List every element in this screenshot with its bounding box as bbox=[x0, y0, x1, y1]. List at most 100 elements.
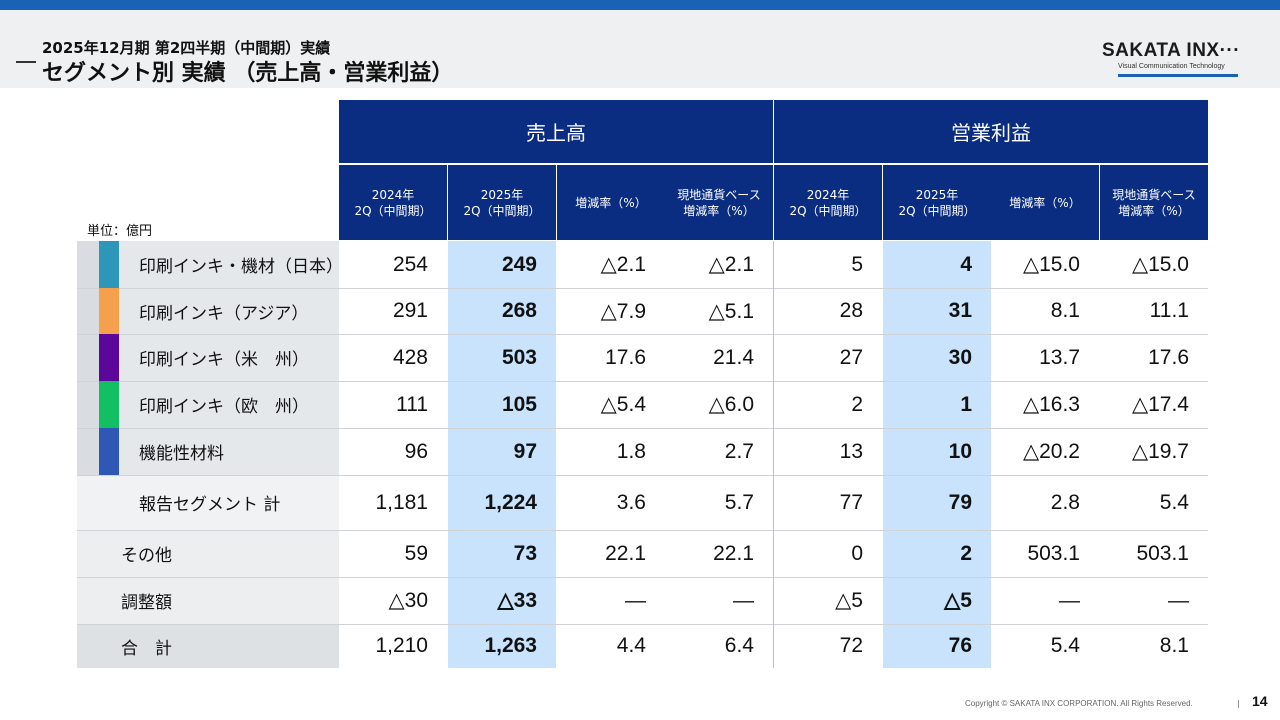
column-header: 現地通貨ベース 増減率（%） bbox=[665, 165, 773, 240]
table-cell: 503 bbox=[501, 345, 537, 369]
table-cell: 5.4 bbox=[1050, 634, 1080, 657]
table-cell: 27 bbox=[839, 345, 863, 369]
column-header: 2024年 2Q（中間期） bbox=[774, 165, 882, 240]
row-label: 印刷インキ（アジア） bbox=[139, 303, 309, 324]
footer-separator: | bbox=[1237, 699, 1240, 708]
table-cell: 76 bbox=[948, 634, 972, 657]
segment-color-swatch bbox=[99, 428, 119, 475]
row-label: 機能性材料 bbox=[139, 444, 224, 464]
column-header: 2024年 2Q（中間期） bbox=[339, 165, 447, 240]
row-divider bbox=[77, 624, 1208, 625]
table-cell: 73 bbox=[513, 541, 537, 565]
table-cell: 13 bbox=[839, 439, 863, 463]
table-cell: △5 bbox=[944, 589, 972, 612]
unit-label: 単位：億円 bbox=[87, 224, 153, 239]
row-label: その他 bbox=[121, 546, 172, 566]
row-label-background bbox=[77, 381, 339, 428]
table-cell: 1,263 bbox=[484, 634, 537, 657]
table-cell: 59 bbox=[404, 541, 428, 565]
table-cell: 5.4 bbox=[1159, 490, 1189, 514]
segment-color-swatch bbox=[99, 241, 119, 288]
group-divider bbox=[773, 241, 774, 668]
table-cell: — bbox=[733, 588, 754, 612]
group-header: 営業利益 bbox=[774, 100, 1208, 163]
column-header: 増減率（%） bbox=[557, 165, 665, 240]
table-cell: 291 bbox=[392, 299, 428, 322]
row-label-background bbox=[77, 334, 339, 381]
table-cell: 30 bbox=[948, 345, 972, 369]
table-cell: 8.1 bbox=[1159, 634, 1189, 657]
table-cell: △7.9 bbox=[600, 299, 646, 323]
logo-ellipsis-icon: ··· bbox=[1219, 40, 1241, 61]
row-label: 印刷インキ・機材（日本） bbox=[139, 257, 343, 277]
table-cell: 5 bbox=[851, 252, 863, 276]
table-cell: △15.0 bbox=[1022, 253, 1080, 276]
table-cell: 1,224 bbox=[484, 490, 537, 514]
table-cell: 268 bbox=[501, 299, 537, 322]
logo-text: SAKATA INX bbox=[1102, 40, 1220, 61]
row-divider bbox=[77, 428, 1208, 429]
table-cell: △5.4 bbox=[600, 393, 646, 416]
row-divider bbox=[77, 334, 1208, 335]
table-cell: △5 bbox=[835, 589, 863, 612]
row-label-background bbox=[77, 288, 339, 334]
table-cell: △33 bbox=[497, 589, 537, 612]
table-cell: — bbox=[1059, 588, 1080, 612]
table-cell: 0 bbox=[851, 541, 863, 565]
page-title: セグメント別 実績 （売上高・営業利益） bbox=[42, 61, 454, 86]
table-cell: △15.0 bbox=[1131, 253, 1189, 276]
table-cell: 8.1 bbox=[1050, 299, 1080, 322]
table-cell: 2 bbox=[851, 392, 863, 416]
table-cell: 503.1 bbox=[1027, 541, 1080, 565]
row-label: 印刷インキ（欧 州） bbox=[139, 397, 309, 417]
column-header: 2025年 2Q（中間期） bbox=[883, 165, 991, 240]
table-cell: 28 bbox=[839, 299, 863, 322]
table-cell: △17.4 bbox=[1131, 393, 1189, 416]
page-number: 14 bbox=[1252, 693, 1268, 709]
table-cell: 79 bbox=[948, 490, 972, 514]
row-label: 印刷インキ（米 州） bbox=[139, 350, 309, 370]
row-label: 合 計 bbox=[121, 638, 172, 659]
table-cell: 21.4 bbox=[713, 345, 754, 369]
row-divider bbox=[77, 577, 1208, 578]
table-cell: 17.6 bbox=[1148, 345, 1189, 369]
segment-color-swatch bbox=[99, 334, 119, 381]
segment-color-swatch bbox=[99, 288, 119, 334]
row-label-background bbox=[77, 530, 339, 577]
table-cell: 105 bbox=[501, 392, 537, 416]
table-cell: △20.2 bbox=[1022, 440, 1080, 463]
table-cell: 2 bbox=[960, 541, 972, 565]
current-period-highlight bbox=[883, 241, 991, 668]
table-cell: △16.3 bbox=[1022, 393, 1080, 416]
table-cell: 11.1 bbox=[1149, 299, 1189, 322]
row-label-background bbox=[77, 624, 339, 668]
column-header: 2025年 2Q（中間期） bbox=[448, 165, 556, 240]
table-cell: 254 bbox=[392, 252, 428, 276]
table-cell: △2.1 bbox=[600, 253, 646, 276]
table-cell: △5.1 bbox=[708, 299, 754, 323]
table-cell: 96 bbox=[404, 439, 428, 463]
table-cell: 1.8 bbox=[616, 439, 646, 463]
table-cell: 2.8 bbox=[1050, 490, 1080, 514]
row-label-background bbox=[77, 475, 339, 530]
table-cell: △6.0 bbox=[708, 393, 754, 416]
table-cell: 6.4 bbox=[724, 634, 754, 657]
table-cell: 72 bbox=[839, 634, 863, 657]
title-dash bbox=[16, 61, 36, 63]
logo-tagline: Visual Communication Technology bbox=[1118, 63, 1225, 70]
segment-color-swatch bbox=[99, 381, 119, 428]
row-label: 報告セグメント 計 bbox=[139, 495, 281, 515]
table-cell: 428 bbox=[392, 345, 428, 369]
company-logo: SAKATA INX··· Visual Communication Techn… bbox=[1102, 40, 1242, 80]
group-header: 売上高 bbox=[339, 100, 773, 163]
table-cell: 3.6 bbox=[616, 490, 646, 514]
page-subtitle: 2025年12月期 第2四半期（中間期）実績 bbox=[42, 39, 331, 57]
table-cell: 503.1 bbox=[1136, 541, 1189, 565]
table-cell: △19.7 bbox=[1131, 440, 1189, 463]
table-cell: △2.1 bbox=[708, 253, 754, 276]
row-divider bbox=[77, 530, 1208, 531]
row-label: 調整額 bbox=[121, 593, 172, 613]
table-cell: — bbox=[1168, 588, 1189, 612]
segment-group-strip bbox=[77, 241, 99, 475]
table-cell: 249 bbox=[501, 252, 537, 276]
